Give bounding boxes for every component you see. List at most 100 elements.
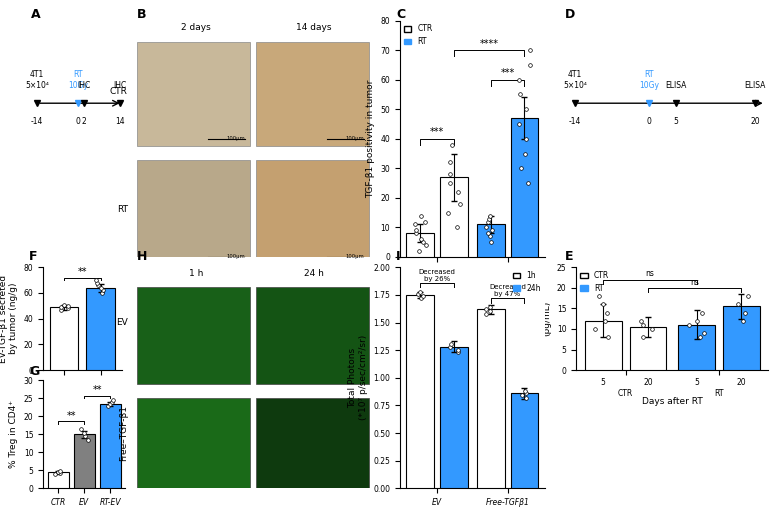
Point xyxy=(96,289,108,297)
Text: RT
10Gy: RT 10Gy xyxy=(68,70,89,89)
Point xyxy=(74,425,87,433)
Point xyxy=(593,292,605,300)
Point xyxy=(55,305,67,314)
Point xyxy=(445,140,458,149)
Legend: CTR, RT: CTR, RT xyxy=(580,271,609,293)
Point xyxy=(484,307,496,316)
Bar xyxy=(630,327,666,370)
Text: B: B xyxy=(137,8,147,21)
Text: 2 days: 2 days xyxy=(181,23,211,32)
Point xyxy=(104,400,117,408)
Text: IHC: IHC xyxy=(113,81,126,89)
Y-axis label: % Treg in CD4⁺: % Treg in CD4⁺ xyxy=(9,400,18,468)
Point xyxy=(450,223,463,231)
Text: A: A xyxy=(31,8,41,21)
Bar xyxy=(440,177,468,257)
Point xyxy=(695,308,708,317)
Point xyxy=(516,391,528,399)
Point xyxy=(739,308,751,317)
Point xyxy=(513,120,525,128)
Text: RT
10Gy: RT 10Gy xyxy=(639,70,659,89)
Bar xyxy=(256,287,368,384)
Text: 100μm: 100μm xyxy=(346,254,364,260)
Y-axis label: TGF-β1 positivity in tumor: TGF-β1 positivity in tumor xyxy=(366,80,375,198)
Text: RT: RT xyxy=(714,389,724,398)
Point xyxy=(54,467,67,475)
Point xyxy=(514,90,527,99)
Bar xyxy=(440,347,468,488)
Text: ns: ns xyxy=(690,278,699,287)
Text: 2: 2 xyxy=(418,276,423,285)
Text: **: ** xyxy=(67,411,76,420)
Point xyxy=(698,329,710,337)
Point xyxy=(484,212,496,220)
Point xyxy=(486,226,499,234)
Point xyxy=(452,188,464,196)
Point xyxy=(445,339,457,347)
Bar xyxy=(256,160,368,264)
Bar xyxy=(137,160,250,264)
Text: -14: -14 xyxy=(569,117,581,126)
Point xyxy=(693,333,706,341)
Point xyxy=(691,317,703,325)
Legend: 1h, 24h: 1h, 24h xyxy=(513,271,541,293)
Point xyxy=(410,229,423,237)
Text: F: F xyxy=(29,250,38,263)
Point xyxy=(485,238,497,246)
Point xyxy=(62,302,74,310)
Text: CTR: CTR xyxy=(110,87,128,96)
Text: 5: 5 xyxy=(601,378,606,388)
Point xyxy=(521,179,534,187)
Bar xyxy=(477,309,505,488)
Point xyxy=(452,348,465,357)
Point xyxy=(105,398,118,406)
Text: Decreased
by 47%: Decreased by 47% xyxy=(489,284,526,297)
Text: 14: 14 xyxy=(520,276,529,285)
Y-axis label: TGF-β1 in serum
(pg/mL): TGF-β1 in serum (pg/mL) xyxy=(532,281,551,356)
Text: E: E xyxy=(564,250,573,263)
Point xyxy=(416,212,428,220)
Point xyxy=(54,469,67,477)
Text: 24 h: 24 h xyxy=(303,269,324,279)
Point xyxy=(412,290,424,298)
Text: 4T1
5×10⁴: 4T1 5×10⁴ xyxy=(563,70,587,89)
Text: 1 h: 1 h xyxy=(189,269,203,279)
Point xyxy=(97,286,110,295)
Text: ns: ns xyxy=(645,269,655,279)
Text: 2: 2 xyxy=(488,276,493,285)
Bar xyxy=(510,393,539,488)
Point xyxy=(599,317,612,325)
Y-axis label: Total Photons
(*10⁷ p/sec/cm²/sr): Total Photons (*10⁷ p/sec/cm²/sr) xyxy=(348,335,368,420)
Bar xyxy=(74,434,95,488)
Bar xyxy=(48,472,69,488)
Text: 14: 14 xyxy=(449,276,459,285)
Bar xyxy=(406,233,434,257)
Point xyxy=(419,217,431,226)
Text: ***: *** xyxy=(500,68,515,78)
Legend: CTR, RT: CTR, RT xyxy=(404,24,433,46)
Point xyxy=(524,61,536,69)
Point xyxy=(419,241,432,249)
Text: 20: 20 xyxy=(643,378,653,388)
Point xyxy=(444,158,456,167)
Point xyxy=(412,247,425,255)
Point xyxy=(480,309,492,318)
Text: RT: RT xyxy=(117,205,128,214)
Point xyxy=(731,300,744,308)
Bar xyxy=(86,288,115,370)
Point xyxy=(483,214,495,223)
Text: Days after RT: Days after RT xyxy=(642,397,702,406)
Text: Days after RT: Days after RT xyxy=(442,316,503,325)
Text: RT: RT xyxy=(503,298,513,307)
Text: C: C xyxy=(396,8,405,21)
Point xyxy=(479,305,492,314)
Text: -14: -14 xyxy=(31,117,43,126)
Bar xyxy=(723,306,760,370)
Text: 14: 14 xyxy=(114,117,125,126)
Point xyxy=(520,394,532,402)
Bar xyxy=(137,42,250,146)
Point xyxy=(637,321,649,329)
Point xyxy=(107,396,119,404)
Text: 0: 0 xyxy=(76,117,81,126)
Point xyxy=(90,276,103,284)
